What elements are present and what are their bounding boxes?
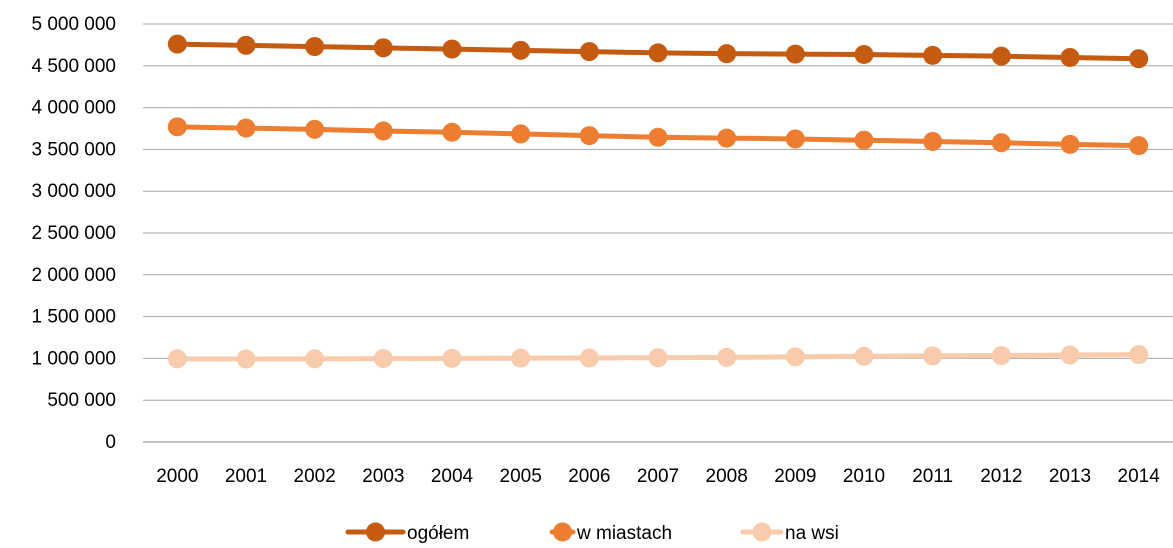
- data-point: [854, 346, 874, 366]
- data-point: [717, 44, 737, 64]
- data-point: [923, 131, 943, 151]
- y-tick-label: 2 000 000: [31, 265, 116, 286]
- data-point: [854, 130, 874, 150]
- legend-label: w miastach: [576, 523, 672, 544]
- data-point: [785, 44, 805, 64]
- data-point: [373, 38, 393, 58]
- y-tick-label: 4 500 000: [31, 56, 116, 77]
- x-tick-label: 2005: [500, 466, 542, 487]
- data-point: [1060, 134, 1080, 154]
- y-tick-label: 0: [105, 432, 116, 453]
- x-tick-label: 2004: [431, 466, 474, 487]
- legend-label: ogółem: [407, 523, 469, 544]
- legend-item: na wsi: [740, 522, 839, 544]
- series-lines: [167, 34, 1149, 369]
- data-point: [442, 348, 462, 368]
- data-point: [579, 348, 599, 368]
- data-point: [442, 39, 462, 59]
- data-point: [167, 34, 187, 54]
- y-tick-label: 3 000 000: [31, 181, 116, 202]
- data-point: [305, 349, 325, 369]
- data-point: [373, 349, 393, 369]
- data-point: [923, 346, 943, 366]
- x-tick-label: 2000: [156, 466, 198, 487]
- data-point: [1129, 136, 1149, 156]
- x-tick-label: 2003: [362, 466, 404, 487]
- y-tick-labels: 0 500 000 1 000 000 1 500 000 2 000 000 2 500…: [31, 14, 116, 453]
- series-ogółem: [167, 34, 1149, 69]
- x-tick-label: 2001: [225, 466, 267, 487]
- x-tick-label: 2009: [774, 466, 816, 487]
- x-tick-label: 2011: [912, 466, 953, 487]
- x-tick-labels: 2000 2001 2002 2003 2004 2005 2006 2007 2008 2009…: [156, 466, 1160, 487]
- legend-item: ogółem: [345, 522, 469, 544]
- data-point: [236, 349, 256, 369]
- data-point: [1060, 345, 1080, 365]
- y-tick-label: 1 000 000: [31, 348, 116, 369]
- data-point: [1129, 345, 1149, 365]
- x-tick-label: 2010: [843, 466, 885, 487]
- y-tick-label: 500 000: [47, 390, 116, 411]
- x-tick-label: 2002: [294, 466, 336, 487]
- y-tick-label: 5 000 000: [31, 14, 116, 35]
- x-tick-label: 2014: [1118, 466, 1161, 487]
- data-point: [1129, 49, 1149, 69]
- data-point: [785, 129, 805, 149]
- data-point: [717, 128, 737, 148]
- data-point: [236, 118, 256, 138]
- data-point: [305, 119, 325, 139]
- data-point: [991, 133, 1011, 153]
- data-point: [167, 349, 187, 369]
- y-tick-label: 1 500 000: [31, 307, 116, 328]
- data-point: [991, 46, 1011, 66]
- legend-swatch-marker: [752, 522, 772, 542]
- y-tick-label: 3 500 000: [31, 139, 116, 160]
- data-point: [511, 124, 531, 144]
- y-tick-label: 2 500 000: [31, 223, 116, 244]
- data-point: [511, 40, 531, 60]
- data-point: [167, 117, 187, 137]
- x-tick-label: 2006: [568, 466, 610, 487]
- data-point: [648, 127, 668, 147]
- legend-label: na wsi: [785, 523, 839, 544]
- data-point: [923, 45, 943, 65]
- data-point: [1060, 47, 1080, 67]
- legend-swatch-marker: [553, 522, 572, 542]
- y-tick-label: 4 000 000: [31, 98, 116, 119]
- data-point: [579, 126, 599, 146]
- data-point: [442, 122, 462, 142]
- data-point: [785, 347, 805, 367]
- data-point: [373, 121, 393, 141]
- legend: ogółem w miastach na wsi: [345, 522, 839, 544]
- legend-item: w miastach: [549, 522, 672, 544]
- data-point: [305, 37, 325, 57]
- data-point: [854, 45, 874, 65]
- x-tick-label: 2013: [1049, 466, 1091, 487]
- data-point: [236, 35, 256, 55]
- x-tick-label: 2012: [980, 466, 1022, 487]
- data-point: [648, 348, 668, 368]
- x-tick-label: 2007: [637, 466, 679, 487]
- data-point: [511, 348, 531, 368]
- x-tick-label: 2008: [706, 466, 748, 487]
- legend-swatch-marker: [366, 522, 385, 542]
- data-point: [717, 347, 737, 367]
- series-w-miastach: [167, 117, 1149, 156]
- data-point: [648, 43, 668, 63]
- series-na-wsi: [167, 345, 1149, 369]
- gridlines: [143, 23, 1173, 401]
- data-point: [991, 345, 1011, 365]
- data-point: [579, 42, 599, 62]
